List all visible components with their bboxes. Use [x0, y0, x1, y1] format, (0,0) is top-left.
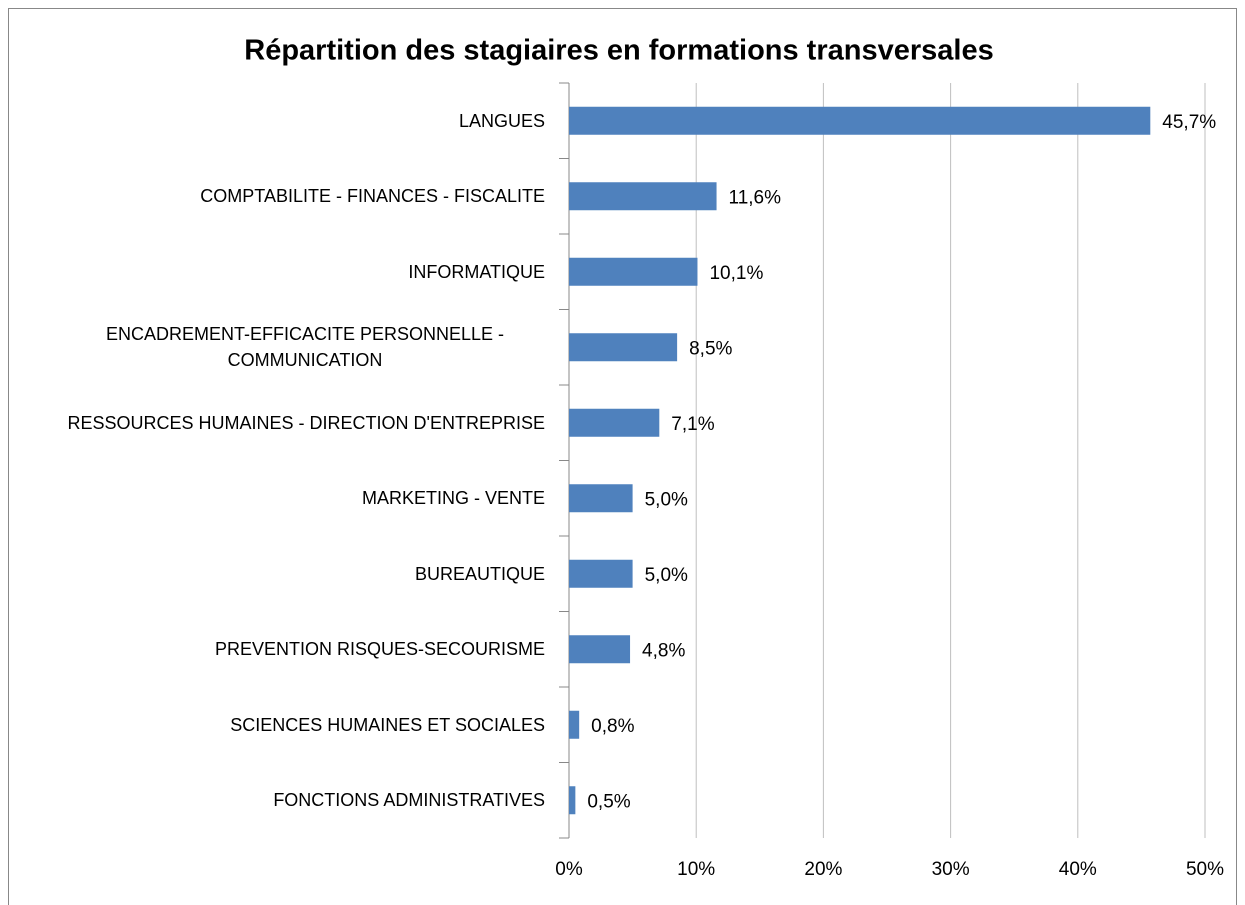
data-label: 0,5%	[587, 791, 630, 812]
bar	[569, 333, 678, 362]
y-tick-label: FONCTIONS ADMINISTRATIVES	[273, 790, 545, 811]
bar	[569, 257, 698, 286]
x-tick-label: 20%	[804, 859, 842, 880]
data-label: 4,8%	[642, 640, 685, 661]
data-label: 0,8%	[591, 716, 634, 737]
chart-border	[8, 8, 1237, 905]
y-tick-label: INFORMATIQUE	[408, 261, 545, 282]
bar	[569, 484, 633, 513]
data-label: 11,6%	[729, 187, 782, 208]
x-tick-label: 0%	[555, 859, 583, 880]
chart-title: Répartition des stagiaires en formations…	[244, 35, 993, 67]
y-tick-label: LANGUES	[458, 110, 545, 131]
data-label: 7,1%	[671, 414, 714, 435]
y-tick-label: COMPTABILITE - FINANCES - FISCALITE	[200, 186, 545, 207]
bar	[569, 408, 660, 437]
data-label: 5,0%	[645, 489, 688, 510]
y-tick-label: RESSOURCES HUMAINES - DIRECTION D'ENTREP…	[67, 412, 546, 433]
data-label: 10,1%	[709, 263, 763, 284]
y-tick-label: MARKETING - VENTE	[361, 488, 545, 509]
data-label: 8,5%	[689, 338, 732, 359]
data-label: 45,7%	[1162, 112, 1216, 133]
bar	[569, 710, 580, 739]
data-label: 5,0%	[645, 565, 688, 586]
y-tick-label: BUREAUTIQUE	[414, 563, 545, 584]
y-tick-label: PREVENTION RISQUES-SECOURISME	[214, 639, 545, 660]
y-tick-label: SCIENCES HUMAINES ET SOCIALES	[230, 714, 545, 735]
x-tick-label: 10%	[677, 859, 715, 880]
y-tick-label: ENCADREMENT-EFFICACITE PERSONNELLE - COM…	[105, 324, 505, 371]
bar	[569, 635, 631, 664]
x-tick-label: 40%	[1059, 859, 1097, 880]
x-tick-label: 50%	[1186, 859, 1224, 880]
bar	[569, 106, 1151, 135]
bar	[569, 559, 633, 588]
bar	[569, 182, 717, 211]
x-tick-label: 30%	[932, 859, 970, 880]
bar	[569, 786, 576, 815]
